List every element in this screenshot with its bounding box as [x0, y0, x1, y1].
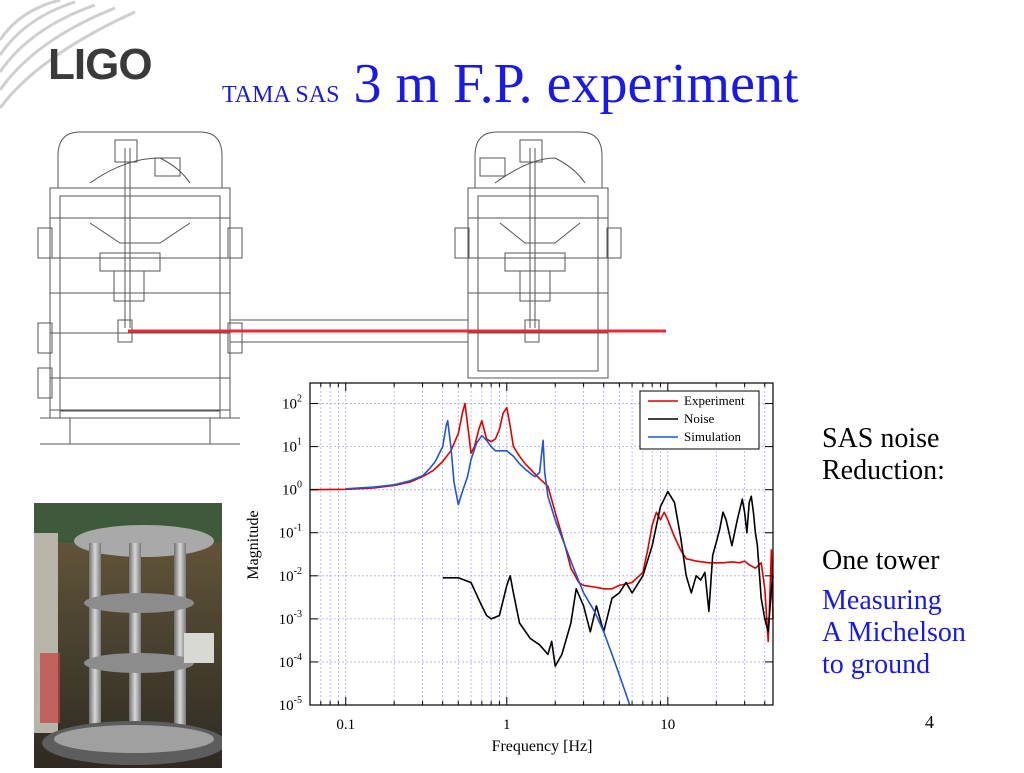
y-tick-label: 10-5 — [279, 695, 302, 714]
x-tick-label: 0.1 — [336, 717, 355, 733]
ligo-logo-text: LIGO — [48, 40, 153, 89]
x-tick-label: 1 — [503, 717, 511, 733]
side-blue-line-1: Measuring — [822, 585, 942, 616]
y-tick-label: 10-3 — [279, 609, 302, 628]
magnitude-chart-svg: 0.1 1 10 102 101 100 10-1 10-2 10-3 10-4 10-5 Freq… — [245, 382, 774, 755]
y-tick-label: 10-2 — [279, 566, 302, 585]
y-axis-label: Magnitude — [245, 510, 262, 579]
y-tick-label: 10-1 — [279, 523, 302, 542]
series-line-experiment — [309, 402, 774, 643]
y-tick-label: 100 — [282, 480, 302, 499]
title-prefix: TAMA SAS — [222, 82, 340, 108]
x-axis-label: Frequency [Hz] — [492, 738, 593, 755]
x-tick-label: 10 — [660, 717, 675, 733]
side-heading-line-2: Reduction: — [822, 455, 945, 486]
plot-frame — [309, 382, 774, 706]
slide-title: TAMA SAS 3 m F.P. experiment — [222, 52, 799, 116]
legend-entry: Noise — [684, 411, 715, 426]
side-blue-line-2: A Michelson — [822, 617, 966, 648]
legend-entry: Simulation — [684, 429, 742, 444]
chart-legend: Experiment Noise Simulation — [639, 390, 760, 450]
legend-entry: Experiment — [684, 393, 745, 408]
tower-photo — [34, 503, 226, 768]
y-tick-label: 102 — [282, 394, 302, 413]
ligo-logo: LIGO — [0, 0, 200, 120]
y-tick-label: 10-4 — [279, 652, 302, 671]
title-main: 3 m F.P. experiment — [353, 53, 799, 115]
side-heading-line-1: SAS noise — [822, 423, 940, 454]
side-heading: SAS noise Reduction: — [822, 423, 945, 487]
series-line-noise — [442, 490, 774, 667]
page-number: 4 — [925, 712, 934, 732]
y-tick-label: 101 — [282, 437, 302, 456]
apparatus-drawing — [30, 128, 710, 448]
side-blue-line-3: to ground — [822, 649, 931, 680]
magnitude-chart: 0.1 1 10 102 101 100 10-1 10-2 10-3 10-4 10-5 Freq… — [240, 375, 780, 768]
side-blue-text: Measuring A Michelson to ground — [822, 585, 966, 681]
series-line-simulation — [345, 419, 631, 706]
side-tower-line: One tower — [822, 545, 940, 576]
